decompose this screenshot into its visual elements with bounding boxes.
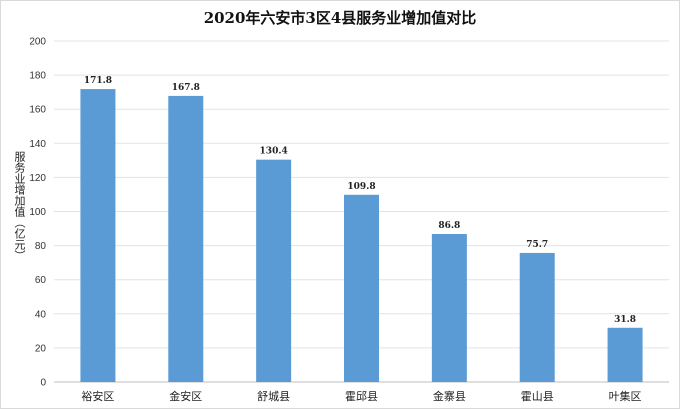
data-label: 86.8 (438, 221, 460, 231)
bar (431, 234, 467, 382)
y-tick-label: 180 (29, 71, 46, 82)
y-tick-label: 100 (29, 207, 46, 218)
data-label: 109.8 (347, 182, 375, 192)
data-label: 130.4 (260, 147, 288, 157)
bar (80, 89, 116, 383)
category-labels: 裕安区 金安区 舒城县 霍邱县 金寨县 霍山县 叶集区 (81, 389, 641, 403)
y-tick-labels: 0 20 40 60 80 100 120 140 160 180 200 (29, 37, 46, 389)
data-labels: 171.8 167.8 130.4 109.8 86.8 75.7 31.8 (84, 76, 636, 325)
y-tick-label: 60 (35, 275, 47, 286)
bar (607, 327, 643, 382)
y-tick-label: 20 (35, 343, 47, 354)
category-label: 舒城县 (257, 389, 290, 403)
bar (168, 95, 204, 382)
chart-title: 2020年六安市3区4县服务业增加值对比 (203, 9, 477, 27)
y-tick-label: 160 (29, 105, 46, 116)
category-label: 金安区 (169, 389, 202, 403)
category-label: 霍邱县 (345, 390, 378, 403)
y-tick-label: 40 (35, 309, 47, 320)
y-tick-label: 80 (35, 241, 47, 252)
y-tick-label: 0 (40, 378, 46, 389)
data-label: 167.8 (172, 83, 200, 93)
data-label: 75.7 (526, 240, 548, 250)
bar (519, 252, 555, 382)
category-label: 霍山县 (521, 390, 554, 403)
category-label: 裕安区 (81, 389, 114, 403)
y-tick-label: 140 (29, 139, 46, 150)
y-tick-label: 200 (29, 37, 46, 48)
y-axis-label: 服务业增加值（亿元） (13, 151, 26, 261)
bars (80, 89, 643, 383)
y-tick-label: 120 (29, 173, 46, 184)
data-label: 171.8 (84, 76, 112, 86)
data-label: 31.8 (614, 315, 636, 325)
category-label: 叶集区 (609, 389, 642, 403)
gridlines (54, 40, 669, 383)
bar (256, 159, 292, 382)
bar (344, 194, 379, 382)
category-label: 金寨县 (433, 389, 466, 403)
